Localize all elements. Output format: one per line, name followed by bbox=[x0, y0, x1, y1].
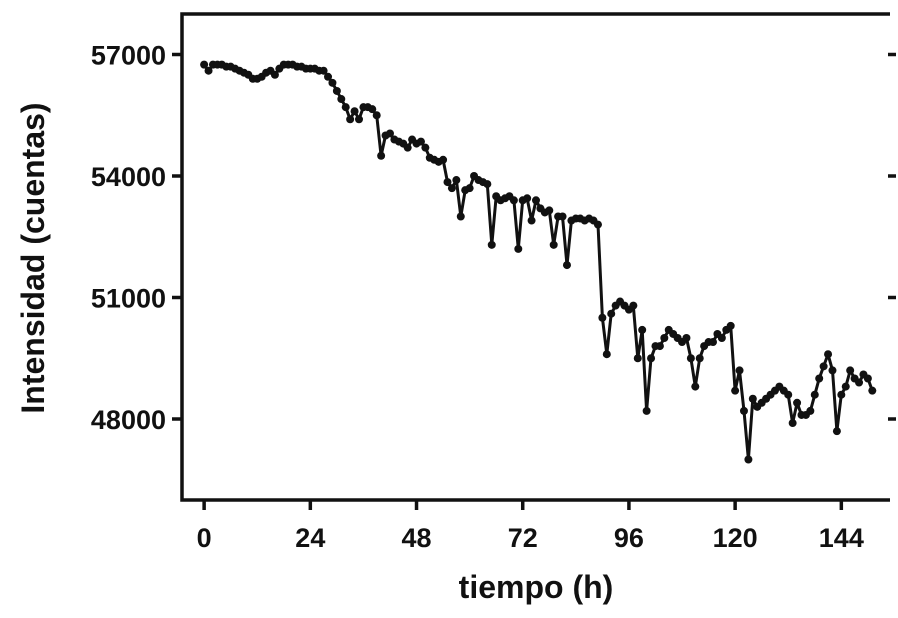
data-point bbox=[527, 216, 536, 225]
data-point bbox=[828, 366, 837, 375]
data-point bbox=[695, 354, 704, 363]
data-point bbox=[372, 111, 381, 120]
data-point bbox=[682, 334, 691, 342]
data-point bbox=[421, 143, 430, 152]
data-point bbox=[377, 151, 386, 160]
data-point bbox=[824, 350, 833, 359]
data-point bbox=[602, 350, 611, 359]
data-point bbox=[355, 115, 363, 124]
x-tick-label: 72 bbox=[508, 523, 538, 553]
data-point bbox=[416, 137, 425, 146]
data-point bbox=[200, 60, 209, 69]
data-point bbox=[642, 406, 651, 415]
data-point bbox=[748, 394, 757, 403]
data-point bbox=[465, 184, 474, 193]
data-point bbox=[788, 419, 797, 428]
data-point bbox=[744, 455, 753, 464]
data-point bbox=[815, 374, 824, 383]
data-point bbox=[350, 107, 359, 116]
data-point bbox=[739, 406, 748, 415]
data-point bbox=[846, 366, 855, 375]
data-point bbox=[709, 338, 717, 347]
data-point bbox=[726, 321, 735, 330]
data-point bbox=[487, 240, 496, 249]
data-point bbox=[341, 103, 350, 112]
data-point bbox=[532, 196, 540, 205]
data-point bbox=[324, 72, 333, 81]
data-point bbox=[545, 206, 554, 215]
y-axis-title: Intensidad (cuentas) bbox=[15, 102, 51, 413]
data-point bbox=[793, 398, 802, 407]
axis-frame bbox=[180, 12, 890, 502]
data-point bbox=[607, 309, 616, 318]
data-point bbox=[735, 366, 744, 375]
data-point bbox=[598, 313, 607, 322]
x-tick-label: 0 bbox=[197, 523, 212, 553]
x-tick-label: 96 bbox=[614, 523, 644, 553]
data-point bbox=[558, 212, 567, 221]
data-point bbox=[443, 178, 452, 187]
data-point bbox=[549, 240, 558, 249]
data-point bbox=[638, 325, 647, 334]
data-point bbox=[204, 66, 213, 75]
data-point bbox=[337, 95, 346, 104]
data-point bbox=[319, 66, 328, 75]
data-point bbox=[832, 427, 841, 436]
data-point bbox=[647, 354, 656, 363]
data-point bbox=[806, 406, 815, 415]
data-point bbox=[633, 354, 642, 363]
data-point bbox=[655, 342, 664, 351]
data-point bbox=[837, 390, 846, 399]
x-tick-label: 24 bbox=[295, 523, 325, 553]
data-point bbox=[717, 334, 726, 342]
data-point bbox=[368, 105, 377, 114]
data-point bbox=[456, 212, 465, 221]
data-point bbox=[841, 382, 850, 391]
data-point bbox=[784, 390, 793, 399]
data-point bbox=[439, 155, 448, 164]
data-point bbox=[660, 334, 669, 342]
data-point bbox=[819, 362, 828, 371]
y-tick-label: 51000 bbox=[91, 284, 166, 314]
data-point bbox=[863, 374, 872, 383]
x-tick-label: 144 bbox=[819, 523, 864, 553]
data-point bbox=[509, 196, 518, 205]
data-point bbox=[328, 78, 337, 87]
y-tick-label: 54000 bbox=[91, 162, 166, 192]
data-point bbox=[868, 386, 877, 395]
data-point bbox=[629, 301, 638, 310]
data-point bbox=[346, 115, 355, 124]
data-point bbox=[270, 70, 279, 79]
data-point bbox=[691, 382, 700, 391]
x-tick-label: 48 bbox=[402, 523, 432, 553]
x-tick-label: 120 bbox=[713, 523, 758, 553]
data-point bbox=[332, 86, 341, 95]
data-point bbox=[562, 261, 571, 270]
data-point bbox=[731, 386, 740, 395]
data-point bbox=[447, 184, 456, 193]
x-axis-title: tiempo (h) bbox=[459, 569, 614, 605]
data-point bbox=[810, 390, 819, 399]
data-point bbox=[385, 129, 394, 138]
y-tick-label: 57000 bbox=[91, 41, 166, 71]
data-point bbox=[855, 378, 864, 387]
data-point bbox=[686, 354, 695, 363]
y-tick-label: 48000 bbox=[91, 405, 166, 435]
data-point bbox=[452, 176, 461, 185]
data-point bbox=[523, 194, 532, 203]
data-point bbox=[593, 220, 602, 229]
data-point bbox=[483, 180, 492, 189]
data-point bbox=[514, 244, 523, 253]
data-point bbox=[403, 143, 412, 152]
data-line bbox=[202, 63, 874, 461]
